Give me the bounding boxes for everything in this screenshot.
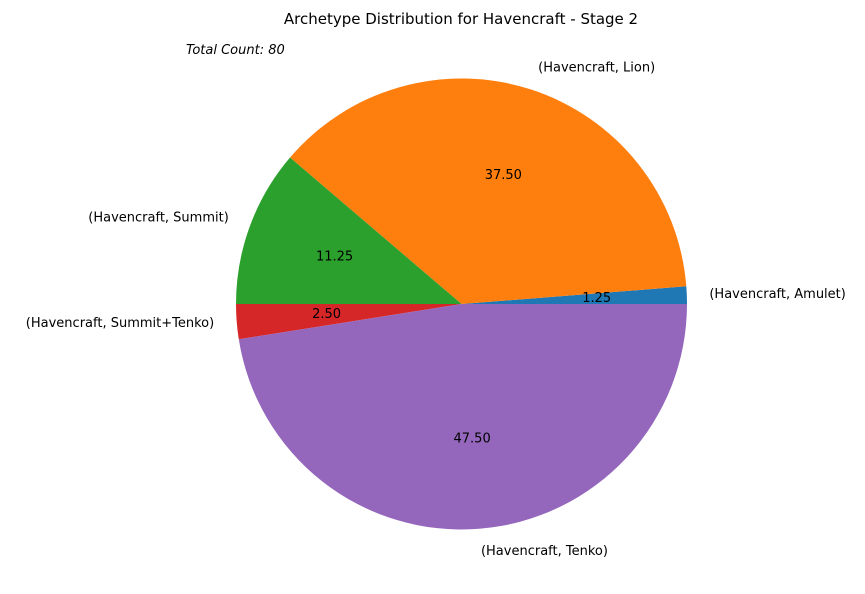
pie-category-label: (Havencraft, Tenko) <box>481 544 608 559</box>
total-count-annotation: Total Count: 80 <box>186 43 285 58</box>
pie-pct-label: 37.50 <box>485 168 522 183</box>
pie-labels: 1.25 (Havencraft, Amulet) 37.50 (Havencraft… <box>26 61 846 559</box>
chart-title: Archetype Distribution for Havencraft - … <box>284 10 638 28</box>
pie-slice-havencraft-lion <box>290 78 687 304</box>
pie-pct-label: 2.50 <box>312 307 341 322</box>
pie-slice-havencraft-summit-tenko <box>236 304 462 340</box>
pie-category-label: (Havencraft, Lion) <box>538 61 655 76</box>
pie-category-label: (Havencraft, Summit+Tenko) <box>26 316 214 331</box>
pie-category-label: (Havencraft, Summit) <box>88 211 229 226</box>
pie-pct-label: 47.50 <box>454 431 491 446</box>
pie-pct-label: 1.25 <box>582 291 611 306</box>
pie-slice-havencraft-amulet <box>461 286 687 304</box>
pie-pct-label: 11.25 <box>316 250 353 265</box>
pie-slices <box>236 78 687 530</box>
pie-slice-havencraft-tenko <box>238 304 687 530</box>
pie-slice-havencraft-summit <box>236 157 462 304</box>
pie-category-label: (Havencraft, Amulet) <box>709 287 846 302</box>
